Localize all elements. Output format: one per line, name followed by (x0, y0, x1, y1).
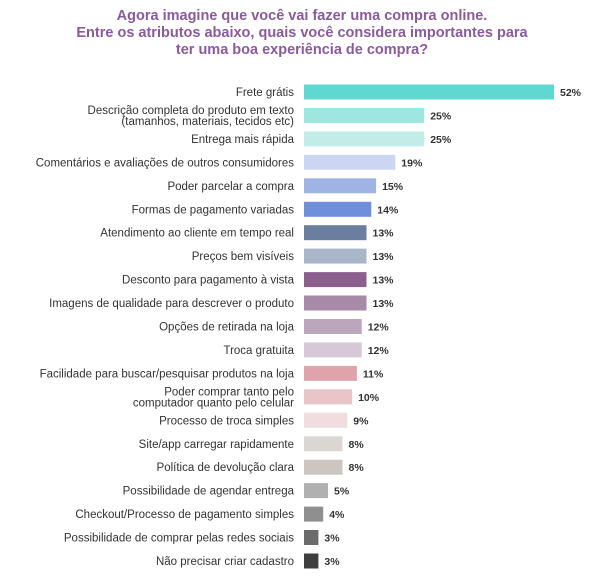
value-label: 9% (353, 415, 369, 427)
category-label: Checkout/Processo de pagamento simples (75, 509, 294, 521)
bar (304, 553, 319, 569)
value-label: 15% (382, 181, 404, 193)
bar (304, 530, 319, 545)
chart-title-line-3: ter uma boa experiência de compra? (175, 42, 429, 58)
category-label: Possibilidade de comprar pelas redes soc… (64, 533, 294, 545)
value-label: 25% (430, 134, 452, 146)
value-label: 5% (334, 486, 350, 498)
value-label: 13% (373, 298, 395, 310)
value-label: 10% (358, 392, 380, 404)
category-label: Comentários e avaliações de outros consu… (36, 157, 294, 169)
bar (304, 412, 348, 428)
category-label: Política de devolução clara (157, 462, 295, 474)
category-label: Não precisar criar cadastro (156, 556, 294, 568)
bar (304, 459, 343, 475)
category-label: Facilidade para buscar/pesquisar produto… (40, 368, 295, 380)
bar (304, 436, 343, 452)
category-label: Opções de retirada na loja (159, 322, 294, 334)
bar (304, 295, 367, 311)
category-label: Possibilidade de agendar entrega (123, 486, 295, 498)
bar (304, 154, 396, 170)
value-label: 13% (373, 275, 395, 287)
value-label: 12% (368, 345, 390, 357)
category-label: Poder comprar tanto pelo computador quant… (133, 386, 294, 409)
chart-title-line-1: Agora imagine que você vai fazer uma com… (116, 8, 488, 24)
category-label: Atendimento ao cliente em tempo real (100, 228, 294, 240)
category-label: Poder parcelar a compra (167, 181, 294, 193)
value-label: 4% (329, 509, 345, 521)
bar (304, 319, 362, 334)
bar (304, 84, 554, 100)
chart-title: Agora imagine que você vai fazer uma com… (0, 8, 604, 59)
category-label: Preços bem visíveis (192, 251, 295, 263)
category-label: Imagens de qualidade para descrever o pr… (49, 298, 294, 310)
bar (304, 506, 324, 522)
category-label: Site/app carregar rapidamente (139, 439, 294, 451)
value-label: 8% (349, 439, 365, 451)
bar (304, 272, 367, 288)
value-label: 13% (373, 251, 395, 263)
value-label: 3% (324, 533, 340, 545)
category-label: Troca gratuita (223, 345, 294, 357)
value-label: 3% (324, 556, 340, 568)
value-label: 11% (363, 368, 384, 380)
bar (304, 225, 367, 241)
value-label: 19% (401, 157, 423, 169)
value-label: 12% (368, 322, 390, 334)
category-label: Formas de pagamento variadas (132, 204, 295, 216)
bar (304, 365, 357, 381)
category-label: Desconto para pagamento à vista (122, 275, 295, 287)
value-label: 52% (560, 87, 582, 99)
category-label: Entrega mais rápida (191, 134, 295, 146)
bar (304, 483, 328, 499)
value-label: 13% (373, 228, 395, 240)
value-label: 8% (349, 462, 365, 474)
bar (304, 108, 425, 123)
bar (304, 131, 425, 147)
bar (304, 201, 372, 217)
chart-title-line-2: Entre os atributos abaixo, quais você co… (76, 25, 528, 41)
bar (304, 389, 353, 405)
category-label: Descrição completa do produto em texto (t… (88, 105, 295, 128)
bar (304, 248, 367, 264)
bar (304, 342, 362, 358)
bar (304, 178, 377, 194)
value-label: 14% (377, 204, 399, 216)
category-label: Frete grátis (236, 87, 294, 99)
category-label: Processo de troca simples (159, 415, 294, 427)
value-label: 25% (430, 111, 452, 123)
